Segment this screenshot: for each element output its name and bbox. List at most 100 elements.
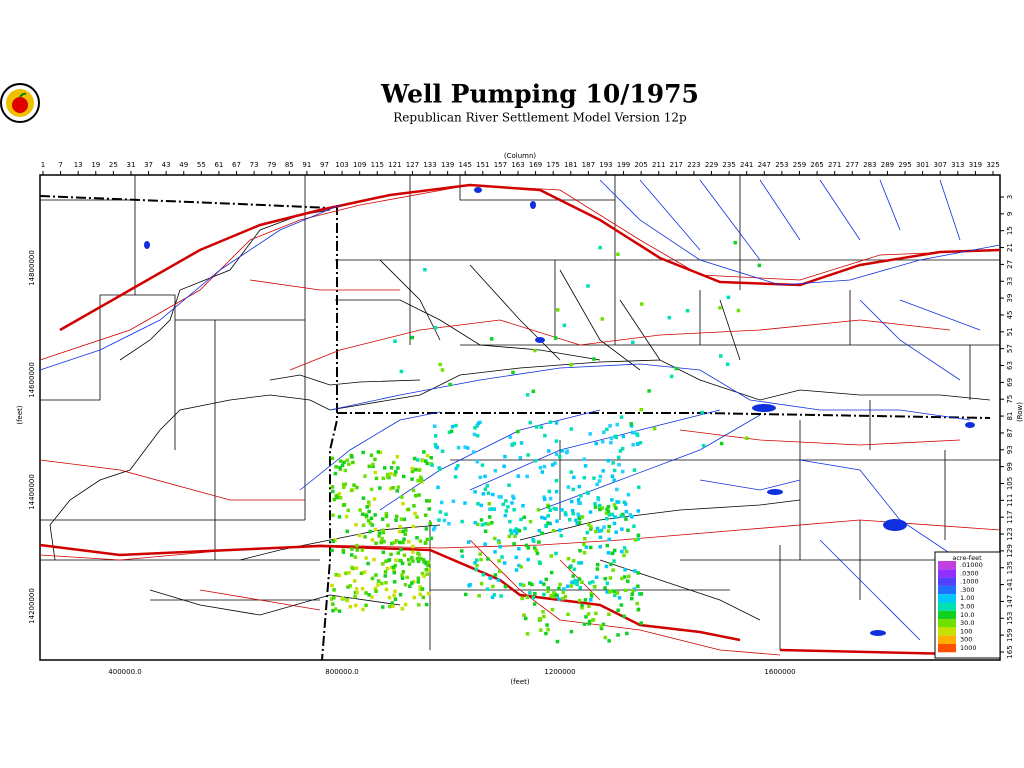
well-cell: [620, 576, 624, 581]
row-tick-label: 81: [1006, 412, 1014, 421]
well-cell: [364, 591, 368, 595]
well-cell: [594, 611, 598, 616]
well-cell: [398, 592, 403, 597]
well-cell: [378, 486, 382, 490]
well-cell: [624, 549, 629, 554]
well-cell: [385, 566, 390, 571]
well-cell: [330, 485, 335, 489]
well-cell: [598, 474, 603, 479]
well-cell: [485, 587, 490, 591]
well-cell: [410, 581, 414, 585]
well-cell: [491, 492, 495, 497]
well-cell: [566, 556, 571, 561]
well-cell: [610, 498, 614, 502]
well-cell: [544, 577, 548, 582]
well-cell: [333, 607, 338, 611]
well-cell: [367, 503, 371, 508]
well-cell: [540, 531, 544, 536]
well-cell: [476, 522, 480, 527]
well-cell: [397, 529, 402, 534]
well-cell: [475, 424, 479, 428]
well-cell: [615, 590, 620, 595]
well-cell: [500, 555, 504, 559]
well-cell: [337, 515, 342, 519]
well-cell: [569, 584, 574, 588]
column-tick-label: 301: [916, 161, 929, 169]
column-tick-label: 163: [511, 161, 524, 169]
column-tick-label: 283: [863, 161, 876, 169]
well-cell: [411, 488, 416, 493]
well-cell: [501, 502, 505, 507]
well-cell: [584, 615, 588, 619]
well-cell: [578, 549, 582, 553]
well-cell: [613, 548, 617, 553]
well-cell: [389, 472, 393, 476]
well-cell: [519, 517, 523, 522]
well-cell: [555, 519, 559, 523]
well-cell: [433, 442, 438, 447]
well-cell: [353, 595, 357, 599]
well-cell: [540, 515, 544, 520]
well-cell: [626, 528, 630, 532]
well-cell: [479, 503, 483, 508]
well-cell: [631, 589, 635, 593]
column-tick-label: 259: [793, 161, 806, 169]
well-cell: [442, 518, 447, 523]
legend-label: 1000: [960, 644, 977, 652]
y-feet-tick-label: 14800000: [28, 250, 36, 286]
well-cell: [517, 547, 521, 551]
well-cell: [435, 445, 440, 450]
well-cell: [402, 517, 406, 522]
column-tick-label: 247: [758, 161, 771, 169]
well-cell: [565, 449, 570, 453]
well-cell: [511, 370, 515, 375]
well-cell: [417, 493, 421, 497]
well-cell: [566, 485, 571, 489]
well-cell: [350, 565, 354, 570]
well-cell: [474, 567, 478, 572]
column-tick-label: 91: [302, 161, 311, 169]
well-cell: [418, 539, 423, 543]
well-cell: [392, 570, 396, 575]
well-cell: [599, 626, 604, 631]
well-cell: [404, 528, 408, 532]
well-cell: [383, 574, 387, 578]
well-cell: [607, 612, 611, 617]
well-cell: [416, 580, 420, 584]
well-cell: [598, 545, 602, 549]
well-cell: [394, 558, 398, 562]
well-cell: [406, 507, 411, 512]
well-cell: [566, 584, 570, 588]
well-cell: [417, 468, 422, 472]
well-cell: [363, 535, 367, 539]
well-cell: [546, 589, 550, 593]
well-cell: [411, 544, 415, 549]
row-tick-label: 33: [1006, 277, 1014, 286]
well-cell: [614, 506, 618, 510]
column-tick-label: 73: [250, 161, 259, 169]
well-cell: [367, 593, 371, 597]
column-tick-label: 235: [722, 161, 735, 169]
well-cell: [361, 450, 365, 455]
well-cell: [359, 571, 364, 576]
legend-swatch: [938, 602, 956, 611]
well-cell: [448, 382, 452, 387]
well-cell: [595, 567, 600, 571]
well-cell: [593, 505, 598, 509]
well-cell: [425, 454, 430, 458]
legend-swatch: [938, 610, 956, 620]
well-cell: [497, 569, 502, 574]
well-cell: [418, 587, 422, 592]
well-cell: [525, 474, 529, 479]
column-tick-label: 115: [371, 161, 384, 169]
well-cell: [621, 434, 626, 439]
well-cell: [626, 492, 631, 497]
boundaries: [40, 175, 1000, 650]
well-cell: [582, 622, 587, 626]
well-cell: [351, 460, 355, 465]
well-cell: [419, 557, 423, 561]
column-tick-label: 199: [617, 161, 630, 169]
well-cell: [419, 479, 423, 483]
logo: [0, 83, 40, 123]
column-tick-label: 307: [934, 161, 947, 169]
